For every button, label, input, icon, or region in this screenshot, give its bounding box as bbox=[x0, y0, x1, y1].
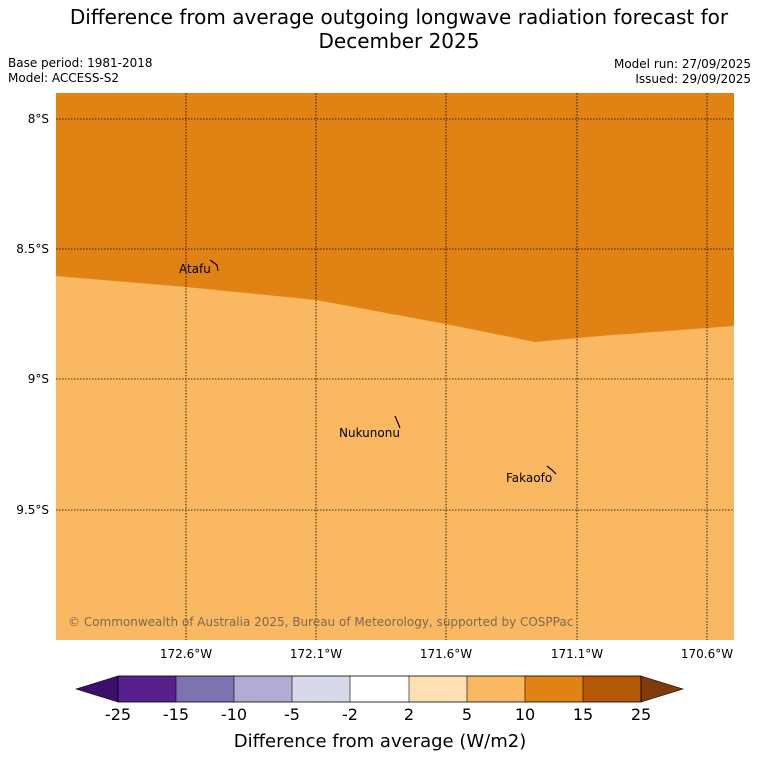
colorbar-segment bbox=[350, 676, 409, 702]
colorbar-segment bbox=[234, 676, 292, 702]
colorbar-tick: 25 bbox=[631, 705, 651, 724]
colorbar-tick: 2 bbox=[404, 705, 414, 724]
model-run: Model run: 27/09/2025 bbox=[613, 57, 751, 71]
atafu-island bbox=[209, 259, 219, 272]
colorbar-tick: -25 bbox=[105, 705, 131, 724]
meta-left: Base period: 1981-2018 Model: ACCESS-S2 bbox=[8, 56, 153, 86]
place-label-atafu: Atafu bbox=[179, 262, 211, 276]
chart-title: Difference from average outgoing longwav… bbox=[0, 5, 758, 53]
model-name: Model: ACCESS-S2 bbox=[8, 71, 120, 85]
lat-label: 9°S bbox=[28, 372, 49, 386]
nukunonu-island bbox=[394, 415, 401, 429]
meta-right: Model run: 27/09/2025 Issued: 29/09/2025 bbox=[614, 57, 751, 87]
lat-label: 8°S bbox=[28, 112, 49, 126]
gridlines bbox=[56, 93, 734, 640]
colorbar-segment bbox=[176, 676, 234, 702]
colorbar-tick: 10 bbox=[515, 705, 535, 724]
fakaofo-island bbox=[546, 465, 557, 475]
colorbar-segment bbox=[467, 676, 525, 702]
map-panel: Atafu Nukunonu Fakaofo © Commonwealth of… bbox=[56, 93, 734, 640]
lat-label: 9.5°S bbox=[16, 503, 49, 517]
lat-labels: 8°S 8.5°S 9°S 9.5°S bbox=[16, 112, 49, 517]
copyright-notice: © Commonwealth of Australia 2025, Bureau… bbox=[68, 615, 573, 629]
colorbar-segment bbox=[409, 676, 467, 702]
lon-label: 171.6°W bbox=[420, 647, 472, 661]
lon-labels: 172.6°W 172.1°W 171.6°W 171.1°W 170.6°W bbox=[160, 647, 733, 661]
lon-label: 172.1°W bbox=[290, 647, 342, 661]
colorbar-label: Difference from average (W/m2) bbox=[234, 731, 526, 752]
colorbar-segment bbox=[525, 676, 583, 702]
colorbar-segment bbox=[118, 676, 176, 702]
colorbar-tick: 5 bbox=[462, 705, 472, 724]
lon-label: 172.6°W bbox=[160, 647, 212, 661]
colorbar-segment bbox=[583, 676, 641, 702]
colorbar-tick: -10 bbox=[221, 705, 247, 724]
issued-date: Issued: 29/09/2025 bbox=[635, 72, 751, 86]
islands bbox=[209, 259, 557, 475]
colorbar-dividers bbox=[175, 676, 584, 702]
colorbar: -25 -15 -10 -5 -2 2 5 10 15 25 Differenc… bbox=[74, 675, 685, 752]
lon-label: 171.1°W bbox=[551, 647, 603, 661]
colorbar-tick: 15 bbox=[573, 705, 593, 724]
base-period: Base period: 1981-2018 bbox=[8, 56, 153, 70]
colorbar-min-extension bbox=[74, 675, 119, 703]
colorbar-tick: -5 bbox=[284, 705, 300, 724]
place-label-nukunonu: Nukunonu bbox=[339, 426, 400, 440]
colorbar-tick: -15 bbox=[163, 705, 189, 724]
place-label-fakaofo: Fakaofo bbox=[506, 471, 552, 485]
colorbar-ticks: -25 -15 -10 -5 -2 2 5 10 15 25 bbox=[105, 705, 651, 724]
colorbar-max-extension bbox=[640, 675, 685, 703]
south-region bbox=[56, 276, 734, 640]
lon-label: 170.6°W bbox=[681, 647, 733, 661]
title-line-2: December 2025 bbox=[318, 29, 480, 53]
colorbar-tick: -2 bbox=[342, 705, 358, 724]
lat-label: 8.5°S bbox=[16, 242, 49, 256]
colorbar-segment bbox=[292, 676, 350, 702]
title-line-1: Difference from average outgoing longwav… bbox=[69, 5, 729, 29]
colorbar-outline bbox=[117, 675, 642, 703]
